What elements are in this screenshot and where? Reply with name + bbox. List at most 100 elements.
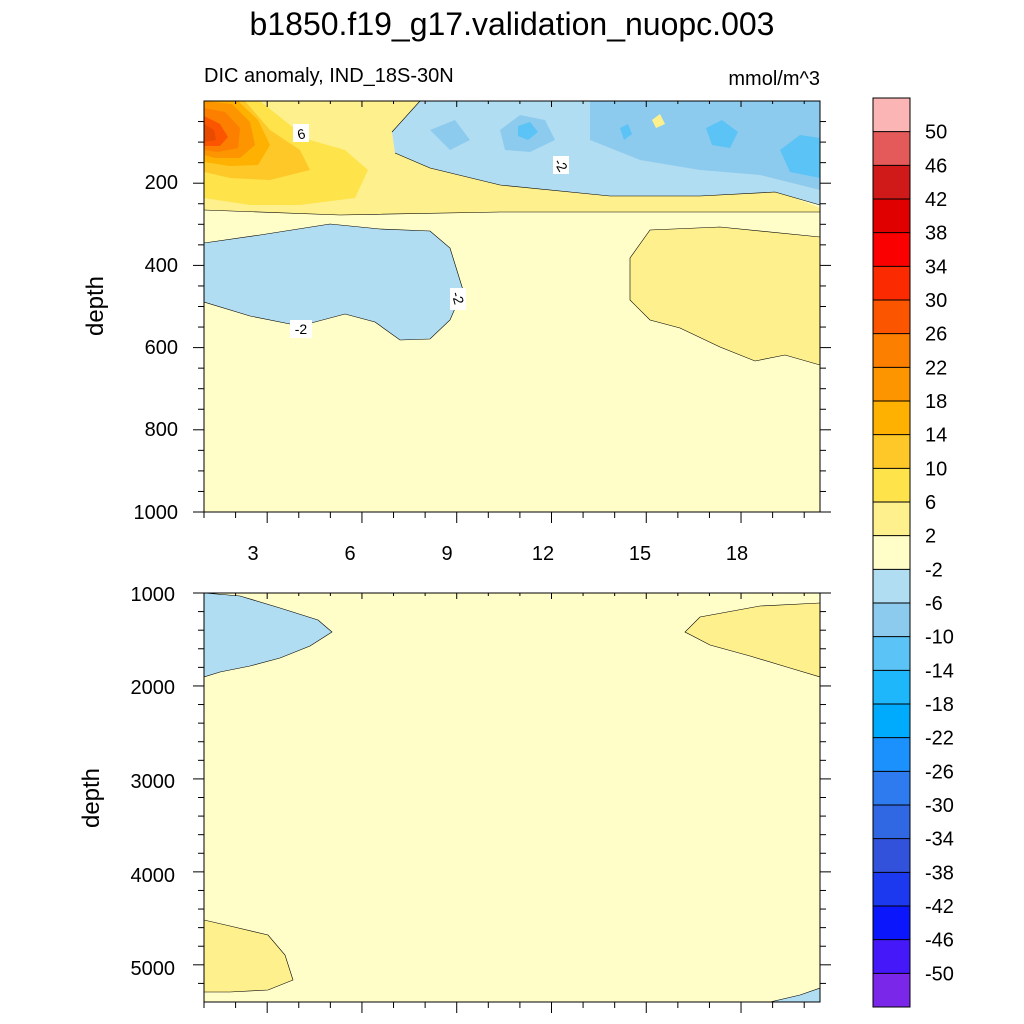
upper-panel: depth 3 6 9 12 15 18 200 400 600 800 100… <box>82 100 831 565</box>
lower-negative-region <box>204 593 332 677</box>
contour-label-6-text: 6 <box>295 125 307 143</box>
upper-x-tick-labels: 3 6 9 12 15 18 <box>247 543 748 565</box>
colorbar-label: 14 <box>925 425 947 447</box>
lower-y-tick-labels: 1000 2000 3000 4000 5000 <box>131 584 176 980</box>
lower-positive-region <box>685 603 820 677</box>
colorbar-label: -6 <box>925 593 943 615</box>
upper-x-tick-label: 6 <box>344 543 355 565</box>
colorbar-label: 46 <box>925 155 947 177</box>
colorbar-label: -18 <box>925 694 954 716</box>
upper-y-tick-label: 200 <box>145 172 178 194</box>
upper-contour-line <box>204 209 820 216</box>
colorbar-swatch <box>873 232 910 267</box>
colorbar-label: 42 <box>925 189 947 211</box>
upper-x-tick-label: 18 <box>726 543 748 565</box>
colorbar-swatch <box>873 973 910 1008</box>
upper-y-tick-label: 400 <box>145 255 178 277</box>
colorbar-label: 50 <box>925 122 947 144</box>
colorbar-swatch <box>873 872 910 907</box>
colorbar-swatch <box>873 805 910 840</box>
contour-label-neg2-b-text: -2 <box>449 290 468 306</box>
colorbar-swatch <box>873 131 910 166</box>
colorbar-swatch <box>873 603 910 638</box>
colorbar-label: -26 <box>925 761 954 783</box>
colorbar-label: 34 <box>925 256 947 278</box>
colorbar-swatch <box>873 670 910 705</box>
upper-contour-line-3 <box>204 223 464 341</box>
colorbar-label: -30 <box>925 795 954 817</box>
colorbar-label: -2 <box>925 559 943 581</box>
colorbar: 50 46 42 38 34 30 26 22 18 14 10 6 2 -2 -6 -10 -14 -18 -22… <box>872 97 954 1008</box>
colorbar-swatch <box>873 771 910 806</box>
upper-negative-region-2 <box>204 224 463 340</box>
upper-negative-6-region <box>430 120 470 150</box>
upper-y-tick-label: 800 <box>145 419 178 441</box>
lower-field-background <box>204 593 820 1002</box>
lower-contour-line-3 <box>204 919 294 993</box>
upper-y-tick-labels: 200 400 600 800 1000 <box>134 172 179 524</box>
colorbar-label: -42 <box>925 896 954 918</box>
upper-positive-30-region <box>204 124 216 142</box>
upper-x-tick-label: 3 <box>247 543 258 565</box>
colorbar-label: -10 <box>925 627 954 649</box>
colorbar-swatch <box>873 401 910 436</box>
colorbar-swatch <box>873 502 910 537</box>
colorbar-label: 6 <box>925 492 936 514</box>
upper-negative-10-region-4 <box>780 135 820 178</box>
lower-positive-region-2 <box>204 920 293 992</box>
contour-label-neg2: -2 <box>551 156 571 175</box>
upper-x-tick-label: 12 <box>532 543 554 565</box>
colorbar-label: 10 <box>925 458 947 480</box>
colorbar-swatch <box>873 165 910 200</box>
upper-negative-10-region-3 <box>706 120 738 148</box>
colorbar-swatch <box>873 266 910 301</box>
colorbar-label: 38 <box>925 223 947 245</box>
lower-negative-region-2 <box>770 988 820 1002</box>
upper-negative-10-region-2 <box>620 124 632 140</box>
contour-label-neg2-b: -2 <box>449 288 468 310</box>
colorbar-label: 26 <box>925 324 947 346</box>
upper-y-tick-label: 1000 <box>134 502 179 524</box>
lower-panel: depth 1000 2000 3000 4000 5000 <box>78 584 831 1013</box>
upper-y-axis-label: depth <box>82 276 109 336</box>
upper-x-tick-label: 15 <box>629 543 651 565</box>
colorbar-swatch <box>873 300 910 335</box>
upper-small-positive-region-2 <box>362 101 400 126</box>
colorbar-swatch <box>873 939 910 974</box>
lower-y-tick-label: 4000 <box>131 865 176 887</box>
upper-small-positive-region <box>322 101 352 128</box>
colorbar-swatch <box>873 468 910 503</box>
colorbar-frame <box>872 97 911 1008</box>
lower-y-tick-label: 2000 <box>131 677 176 699</box>
upper-negative-10-region <box>518 122 538 140</box>
upper-contour-line-4 <box>629 226 820 366</box>
contour-label-neg2-c-text: -2 <box>295 321 308 337</box>
upper-y-tick-label: 600 <box>145 337 178 359</box>
chart-title: b1850.f19_g17.validation_nuopc.003 <box>250 6 775 42</box>
colorbar-label: -38 <box>925 862 954 884</box>
colorbar-swatch <box>873 569 910 604</box>
colorbar-label: 22 <box>925 357 947 379</box>
upper-x-tick-label: 9 <box>441 543 452 565</box>
colorbar-swatch <box>873 906 910 941</box>
lower-contour-line <box>204 593 333 678</box>
colorbar-swatch <box>873 333 910 368</box>
colorbar-swatch <box>873 367 910 402</box>
lower-y-tick-label: 5000 <box>131 958 176 980</box>
colorbar-label: -46 <box>925 930 954 952</box>
lower-contour-line-2 <box>684 602 820 678</box>
colorbar-label: 30 <box>925 290 947 312</box>
colorbar-swatch <box>873 98 910 133</box>
units-label: mmol/m^3 <box>728 68 820 90</box>
colorbar-swatch <box>873 636 910 671</box>
contour-label-6: 6 <box>293 124 309 143</box>
colorbar-label: 2 <box>925 526 936 548</box>
colorbar-label: 18 <box>925 391 947 413</box>
subtitle-left: DIC anomaly, IND_18S-30N <box>204 65 454 87</box>
lower-y-tick-label: 1000 <box>131 584 176 606</box>
colorbar-swatch <box>873 199 910 234</box>
upper-negative-6-region-3 <box>590 101 820 190</box>
upper-positive-region-2 <box>630 227 820 365</box>
lower-ticks <box>193 592 831 1013</box>
